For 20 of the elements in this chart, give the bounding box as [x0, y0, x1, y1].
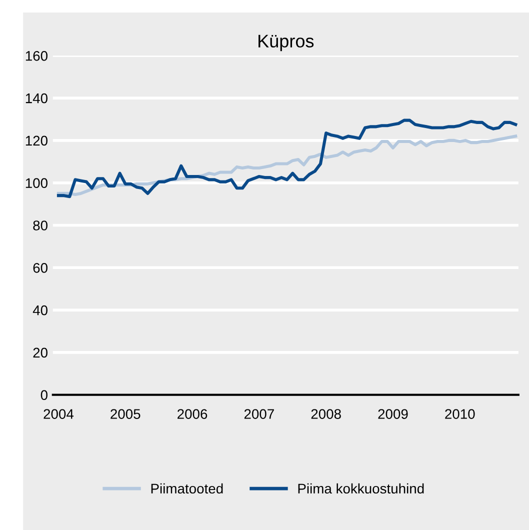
legend-label: Piimatooted: [151, 483, 223, 494]
y-tick-label: 20: [33, 348, 48, 358]
y-tick-label: 80: [33, 220, 48, 230]
y-tick-label: 60: [33, 262, 48, 273]
legend-label: Piima kokkuostuhind: [298, 483, 424, 494]
x-tick-label: 2008: [311, 409, 341, 419]
y-tick-label: 100: [26, 178, 48, 188]
line-series: [56, 118, 518, 198]
y-tick-label: 40: [32, 305, 48, 316]
y-tick-label: 0: [40, 390, 48, 400]
y-tick-label: 160: [26, 50, 48, 61]
chart-title: Küpros: [258, 34, 314, 52]
x-tick-label: 2010: [445, 409, 475, 419]
x-tick-label: 2004: [44, 409, 74, 419]
y-tick-label: 120: [26, 136, 48, 146]
y-tick-label: 140: [26, 93, 48, 104]
x-tick-label: 2005: [110, 409, 140, 419]
x-tick-label: 2007: [244, 409, 274, 419]
x-tick-label: 2009: [378, 409, 408, 419]
x-tick-label: 2006: [178, 409, 208, 419]
